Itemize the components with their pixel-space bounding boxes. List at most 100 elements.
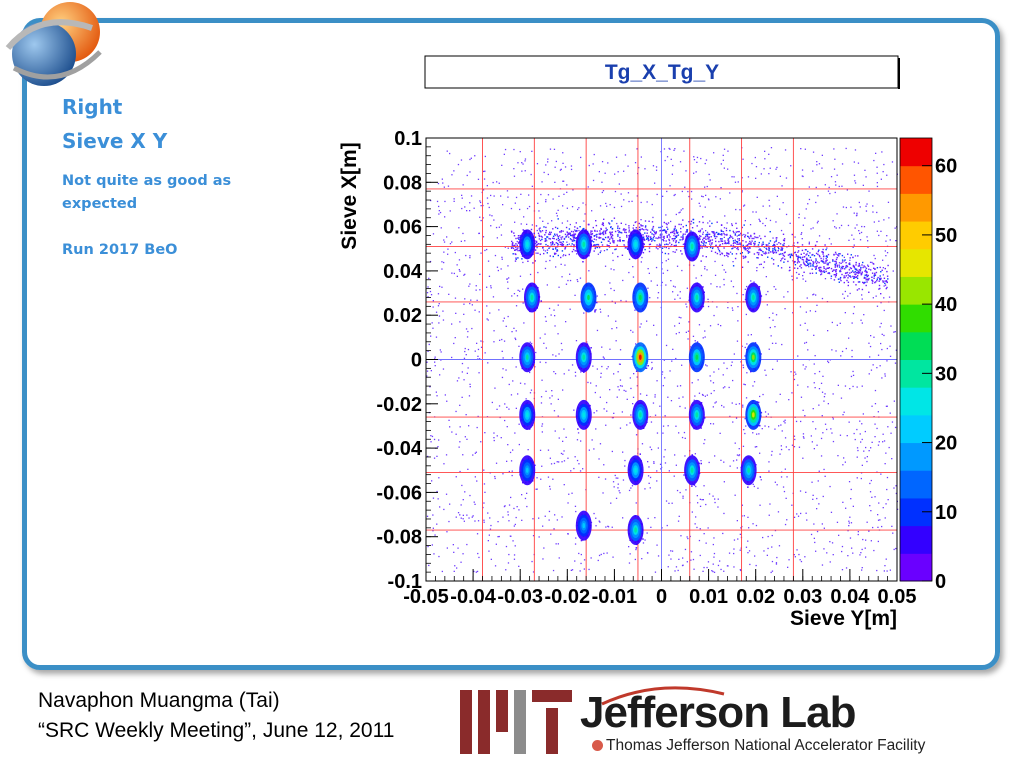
noise-point [845,147,847,150]
band-point [729,236,732,238]
band-point [708,236,710,239]
band-point [769,240,772,242]
band-point [744,247,746,249]
band-point [563,237,566,240]
band-point [534,260,536,262]
noise-point [861,567,863,569]
noise-point [684,548,687,551]
noise-point [883,163,885,166]
noise-point [654,517,656,519]
noise-point [737,306,739,308]
band-point [878,280,880,282]
band-point [840,270,842,273]
noise-point [847,295,849,297]
noise-point [760,173,762,175]
noise-point [745,546,748,548]
noise-point [700,274,703,277]
noise-point [876,230,878,232]
noise-point [588,255,590,257]
run-label: Run 2017 BeO [62,242,178,258]
noise-point [877,540,879,543]
band-point [702,233,704,235]
band-point [541,236,543,238]
band-point [781,248,783,250]
band-point [723,247,725,249]
band-point [835,258,838,261]
noise-point [723,570,725,572]
noise-point [598,458,600,460]
noise-point [841,569,844,571]
band-point [602,222,604,224]
noise-point [833,168,836,170]
noise-point [453,570,455,572]
noise-point [582,468,584,470]
noise-point [584,213,586,215]
noise-point [671,550,674,552]
band-point [703,244,705,246]
band-point [703,240,705,242]
band-point [728,242,730,245]
band-point [610,236,613,238]
band-point [853,265,855,268]
noise-point [733,548,735,550]
noise-point [767,547,769,550]
noise-point [629,422,631,424]
noise-point [845,206,847,209]
y-axis-label: Sieve X[m] [338,142,361,249]
band-point [595,220,597,222]
noise-point [784,523,787,526]
noise-point [849,516,851,518]
noise-point [469,202,471,204]
noise-point [669,148,671,150]
author-name: Navaphon Muangma (Tai) [38,689,280,712]
noise-point [785,177,788,179]
band-point [620,222,622,224]
noise-point [725,271,727,273]
band-point [651,228,653,231]
band-point [591,232,594,235]
noise-point [880,178,882,180]
noise-point [889,239,891,241]
noise-point [451,241,453,243]
noise-point [817,480,819,482]
noise-point [695,485,697,488]
noise-point [864,547,866,549]
noise-point [713,314,715,317]
noise-point [671,173,673,175]
noise-point [864,457,866,459]
noise-point [713,537,715,539]
noise-point [550,314,552,316]
band-point [757,236,759,239]
noise-point [666,269,669,272]
noise-point [877,526,879,528]
noise-point [746,285,748,288]
band-point [801,258,803,261]
noise-point [438,322,440,324]
noise-point [478,232,480,235]
band-point [758,249,760,251]
noise-point [534,366,536,368]
noise-point [707,305,710,308]
noise-point [682,564,684,566]
noise-point [824,278,827,280]
x-tick-label: 0 [656,586,667,608]
band-point [567,232,569,234]
band-point [857,271,859,274]
band-point [857,255,859,257]
noise-point [711,570,713,572]
noise-point [515,338,517,341]
band-point [566,244,569,246]
band-point [646,229,649,231]
noise-point [869,356,871,358]
noise-point [866,460,868,463]
band-point [515,258,517,260]
noise-point [619,379,622,381]
noise-point [734,494,736,496]
band-point [541,238,543,241]
noise-point [535,351,537,354]
band-point [557,254,559,257]
noise-point [439,374,441,376]
noise-point [886,360,888,362]
noise-point [678,515,680,517]
band-point [729,229,731,232]
